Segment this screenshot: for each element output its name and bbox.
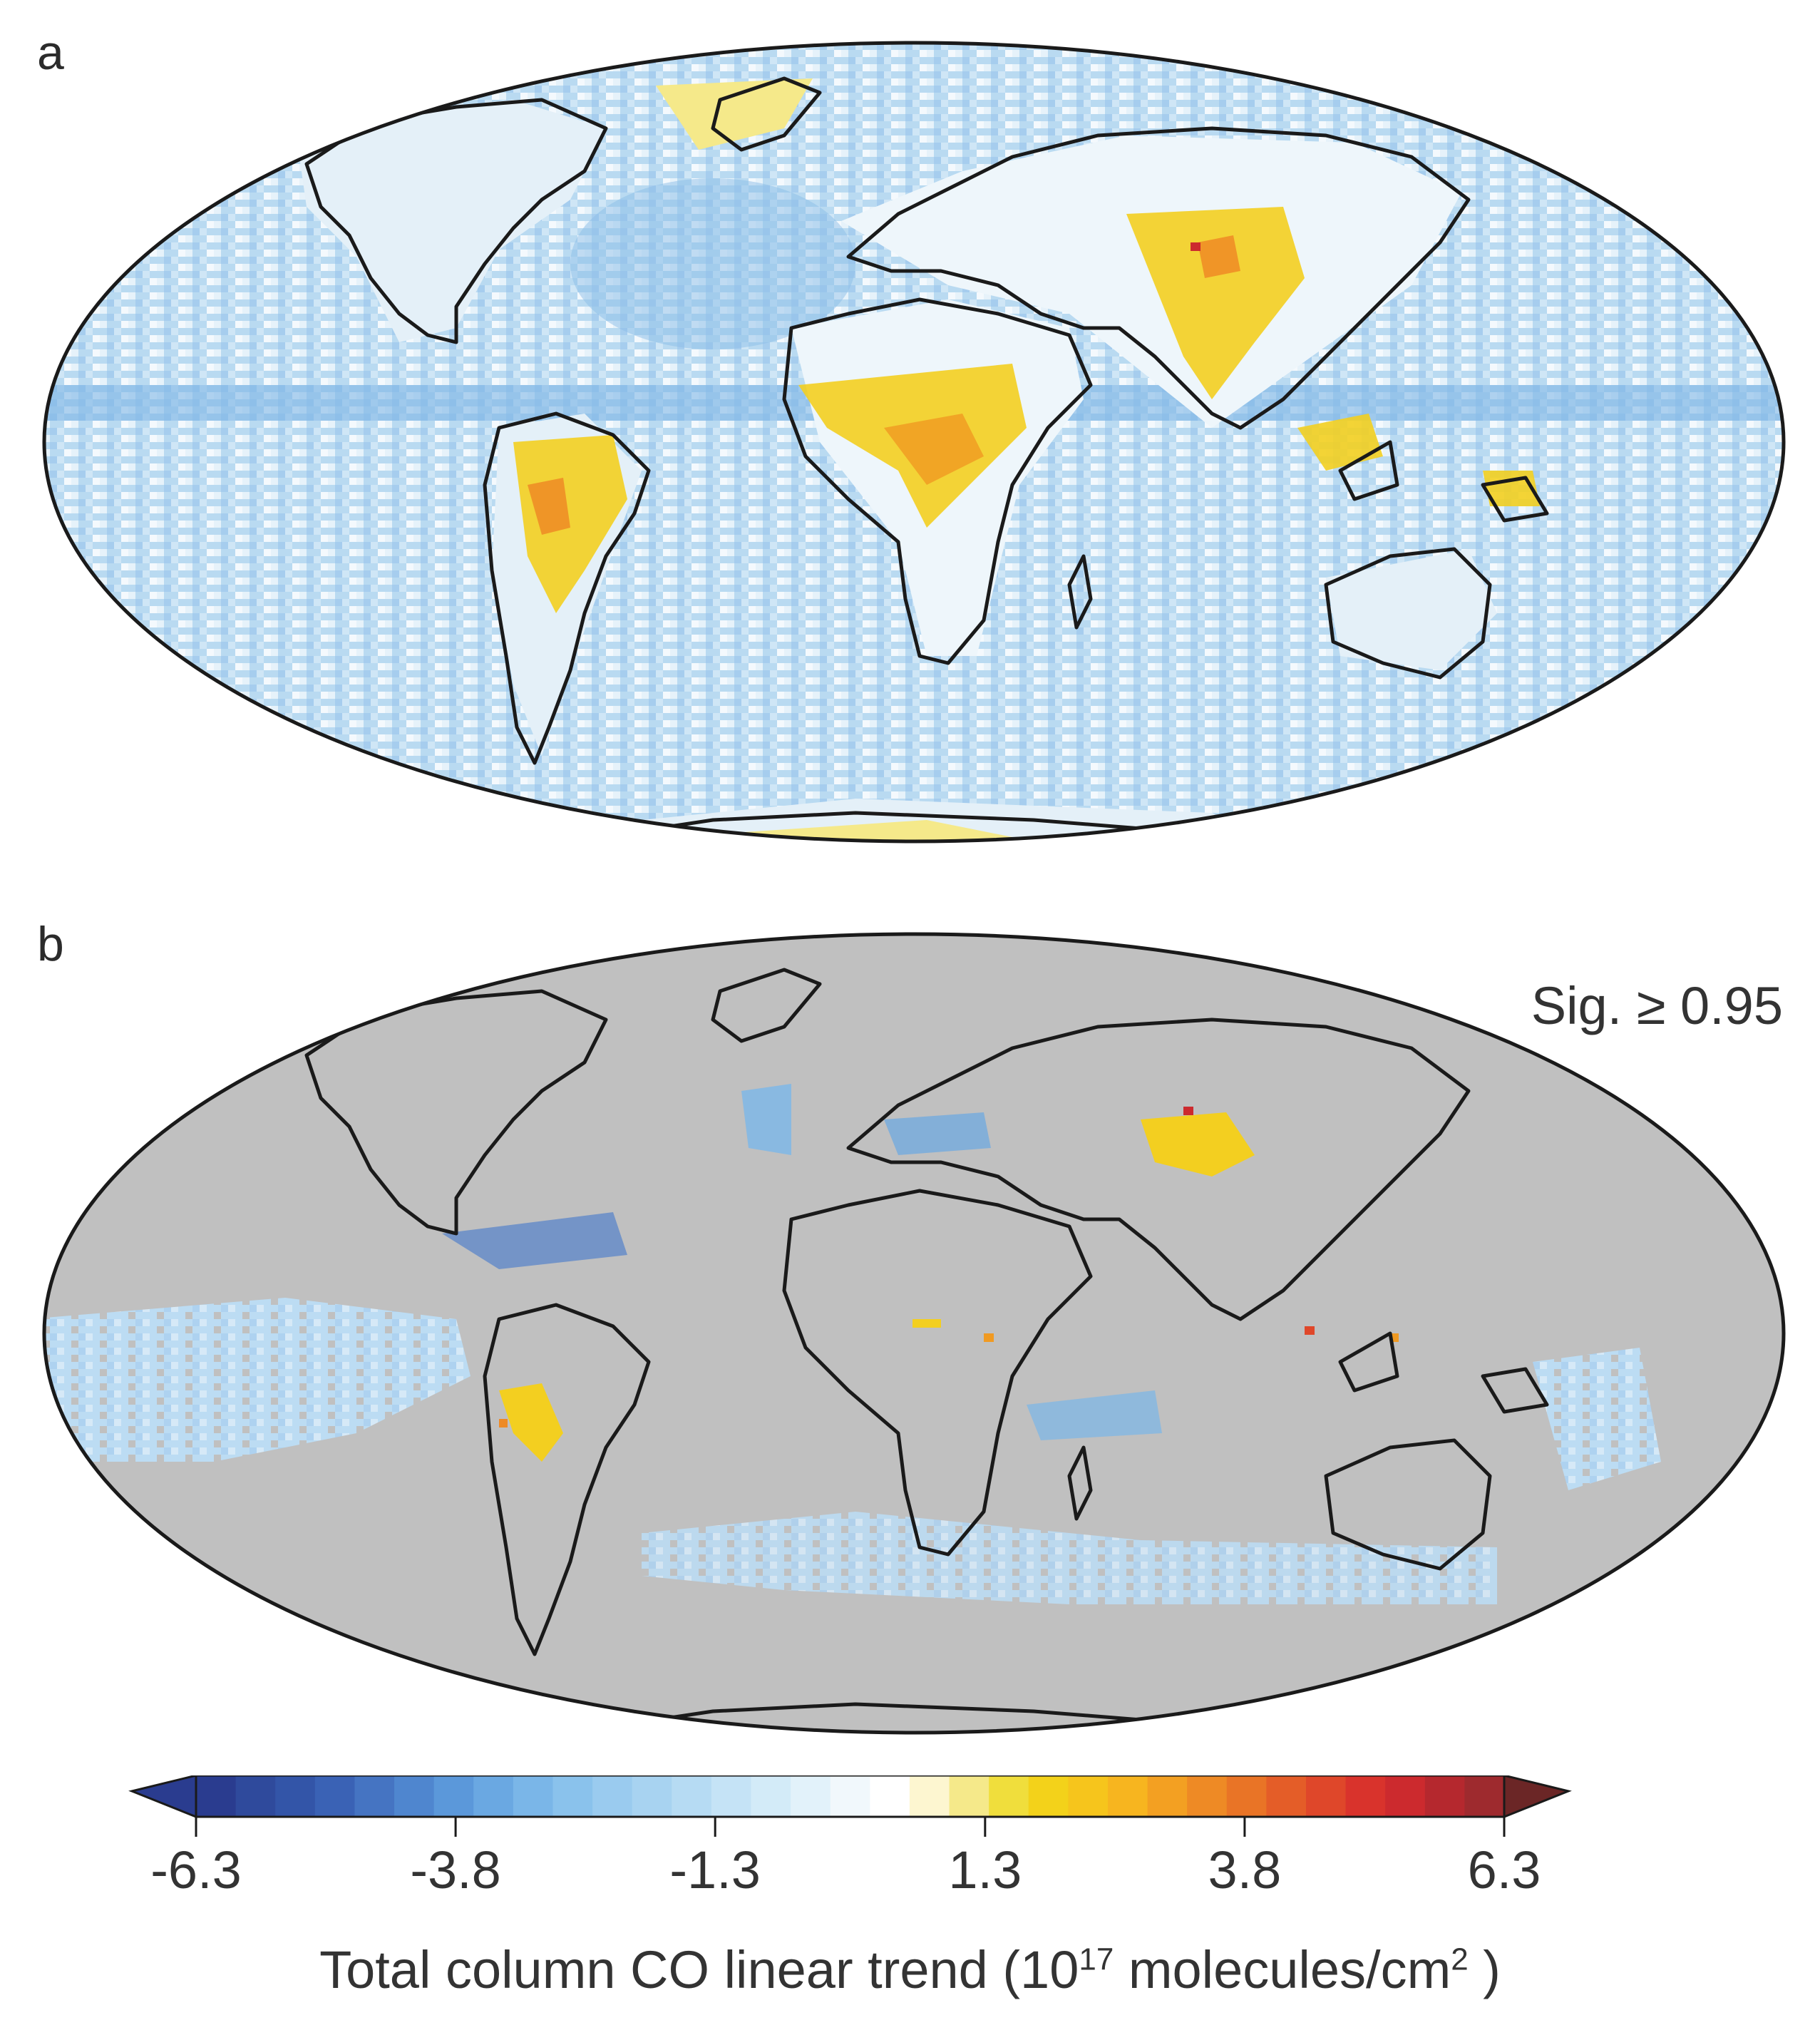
colorbar-max-extend-arrow xyxy=(1503,1775,1572,1819)
colorbar-swatch xyxy=(1305,1775,1347,1817)
colorbar-swatch xyxy=(235,1775,276,1817)
colorbar-tick-label: -6.3 xyxy=(150,1840,242,1900)
colorbar-swatch xyxy=(513,1775,554,1817)
colorbar-swatch xyxy=(473,1775,514,1817)
colorbar-swatch xyxy=(552,1775,593,1817)
colorbar-swatch xyxy=(275,1775,316,1817)
colorbar-swatch xyxy=(196,1775,237,1817)
colorbar-ticks xyxy=(195,1817,1506,1837)
colorbar-min-extend-arrow xyxy=(128,1775,197,1819)
panel-a-label: a xyxy=(37,26,64,80)
colorbar-title: Total column CO linear trend (1017 molec… xyxy=(319,1940,1501,1999)
colorbar-swatch xyxy=(711,1775,752,1817)
colorbar-swatch xyxy=(1385,1775,1426,1817)
colorbar-swatch xyxy=(394,1775,435,1817)
colorbar-swatch xyxy=(989,1775,1029,1817)
panel-b-label: b xyxy=(37,917,64,971)
colorbar-swatch xyxy=(314,1775,356,1817)
colorbar xyxy=(128,1775,1572,1837)
colorbar-tick-label: -1.3 xyxy=(669,1840,761,1900)
colorbar-swatch xyxy=(1266,1775,1307,1817)
colorbar-swatch xyxy=(791,1775,831,1817)
colorbar-swatch xyxy=(1464,1775,1505,1817)
trend-map-a xyxy=(42,41,1786,844)
colorbar-swatch xyxy=(672,1775,712,1817)
colorbar-swatch xyxy=(830,1775,870,1817)
colorbar-swatch xyxy=(1226,1775,1267,1817)
colorbar-swatch xyxy=(1028,1775,1069,1817)
colorbar-swatch xyxy=(354,1775,395,1817)
colorbar-swatch xyxy=(433,1775,474,1817)
colorbar-frame xyxy=(195,1775,1506,1818)
colorbar-swatch xyxy=(870,1775,910,1817)
colorbar-swatch xyxy=(1187,1775,1228,1817)
trend-map-b xyxy=(42,932,1786,1735)
colorbar-tick-label: 3.8 xyxy=(1208,1840,1282,1900)
colorbar-tick-label: 1.3 xyxy=(948,1840,1022,1900)
colorbar-swatches xyxy=(196,1775,1505,1817)
colorbar-swatch xyxy=(1424,1775,1465,1817)
colorbar-swatch xyxy=(949,1775,989,1817)
colorbar-swatch xyxy=(632,1775,672,1817)
colorbar-swatch xyxy=(592,1775,633,1817)
significance-note: Sig. ≥ 0.95 xyxy=(1531,976,1783,1035)
colorbar-tick-label: 6.3 xyxy=(1467,1840,1541,1900)
colorbar-swatch xyxy=(909,1775,950,1817)
colorbar-swatch xyxy=(1068,1775,1109,1817)
colorbar-swatch xyxy=(1147,1775,1188,1817)
colorbar-tick-label: -3.8 xyxy=(410,1840,501,1900)
colorbar-swatch xyxy=(751,1775,791,1817)
colorbar-swatch xyxy=(1107,1775,1148,1817)
colorbar-swatch xyxy=(1345,1775,1386,1817)
